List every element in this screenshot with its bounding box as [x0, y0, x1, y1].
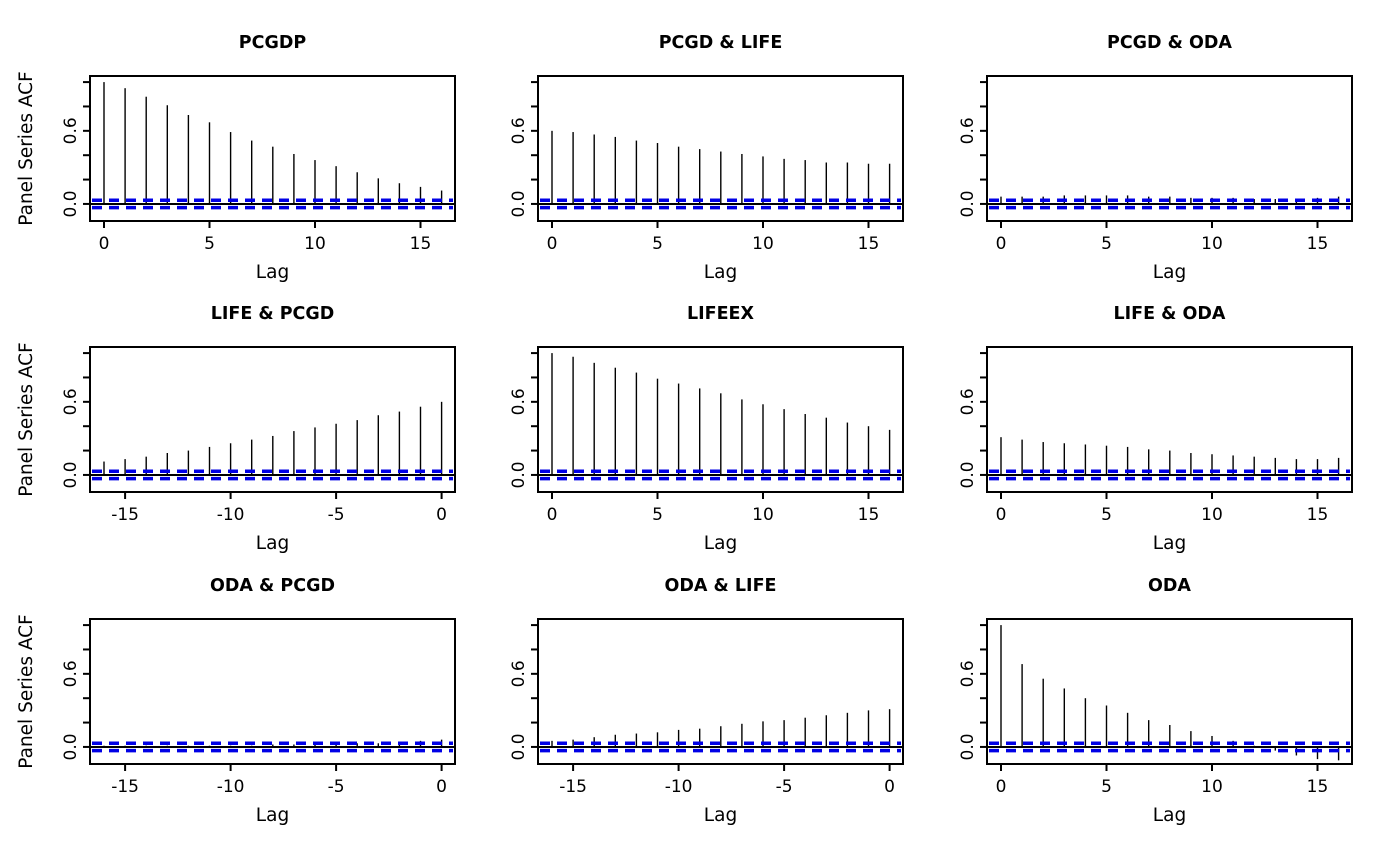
- x-tick-label: 10: [1201, 505, 1223, 525]
- x-tick-label: 0: [996, 505, 1007, 525]
- x-tick-label: 15: [1307, 777, 1329, 797]
- x-tick-label: -15: [559, 777, 587, 797]
- plot-box: [986, 618, 1353, 765]
- y-tick-label: 0.0: [61, 733, 81, 760]
- x-tick-label: -15: [111, 505, 139, 525]
- plot-box: [89, 346, 456, 493]
- panel-title: ODA: [1148, 576, 1191, 596]
- x-axis-label: Lag: [1153, 262, 1186, 283]
- plot-box: [986, 346, 1353, 493]
- x-tick-label: 10: [1201, 234, 1223, 254]
- x-tick-label: 0: [884, 777, 895, 797]
- x-tick-label: -5: [328, 505, 345, 525]
- x-tick-label: 0: [436, 505, 447, 525]
- plot-box: [89, 618, 456, 765]
- panel-title: PCGD & LIFE: [659, 33, 783, 53]
- y-tick-label: 0.0: [509, 190, 529, 217]
- x-tick-label: 10: [304, 234, 326, 254]
- y-axis-label: Panel Series ACF: [16, 71, 37, 225]
- x-tick-label: 10: [752, 505, 774, 525]
- y-tick-label: 0.0: [509, 461, 529, 488]
- x-tick-label: 5: [652, 505, 663, 525]
- plot-box: [537, 346, 904, 493]
- y-tick-label: 0.6: [509, 388, 529, 415]
- x-axis-label: Lag: [1153, 805, 1186, 826]
- panel-title: PCGD & ODA: [1107, 33, 1232, 53]
- plot-box: [89, 75, 456, 222]
- x-tick-label: 15: [858, 505, 880, 525]
- plot-box: [986, 75, 1353, 222]
- y-tick-label: 0.0: [958, 733, 978, 760]
- x-tick-label: 5: [1101, 234, 1112, 254]
- x-tick-label: -10: [665, 777, 693, 797]
- x-tick-label: 0: [436, 777, 447, 797]
- y-tick-label: 0.0: [61, 461, 81, 488]
- panel-title: ODA & PCGD: [210, 576, 335, 596]
- acf-panel-life-oda: LIFE & ODA 0.0 0.6 0 5 10 15 Lag: [958, 304, 1353, 554]
- panel-title: PCGDP: [239, 33, 307, 53]
- x-axis-label: Lag: [704, 533, 737, 554]
- x-axis-label: Lag: [704, 262, 737, 283]
- x-tick-label: 0: [547, 234, 558, 254]
- x-tick-label: 5: [1101, 505, 1112, 525]
- x-tick-label: 10: [1201, 777, 1223, 797]
- x-axis-label: Lag: [256, 533, 289, 554]
- x-tick-label: 15: [1307, 505, 1329, 525]
- x-tick-label: 5: [204, 234, 215, 254]
- panel-title: LIFEEX: [687, 304, 755, 324]
- x-axis-label: Lag: [1153, 533, 1186, 554]
- y-tick-label: 0.6: [958, 117, 978, 144]
- x-tick-label: 5: [652, 234, 663, 254]
- y-tick-label: 0.6: [509, 117, 529, 144]
- x-tick-label: 0: [996, 234, 1007, 254]
- y-tick-label: 0.6: [958, 660, 978, 687]
- acf-panel-oda-life: ODA & LIFE 0.0 0.6 -15 -10 -5 0 Lag: [509, 576, 904, 826]
- x-tick-label: 0: [99, 234, 110, 254]
- plot-box: [537, 618, 904, 765]
- panel-title: LIFE & ODA: [1114, 304, 1226, 324]
- acf-panel-pcgd-oda: PCGD & ODA 0.0 0.6 0 5 10 15 Lag: [958, 33, 1353, 283]
- acf-panel-oda-pcgd: ODA & PCGD 0.0 0.6 Panel Series ACF -15 -10 -5…: [16, 576, 456, 826]
- x-tick-label: -5: [328, 777, 345, 797]
- x-axis-label: Lag: [256, 262, 289, 283]
- x-axis-label: Lag: [256, 805, 289, 826]
- x-tick-label: 0: [547, 505, 558, 525]
- x-tick-label: -10: [217, 777, 245, 797]
- x-tick-label: 15: [410, 234, 432, 254]
- y-tick-label: 0.0: [509, 733, 529, 760]
- x-tick-label: 15: [858, 234, 880, 254]
- acf-panel-life-pcgd: LIFE & PCGD 0.0 0.6 Panel Series ACF -15 -10 -…: [16, 304, 456, 554]
- y-tick-label: 0.6: [958, 388, 978, 415]
- x-axis-label: Lag: [704, 805, 737, 826]
- panel-title: ODA & LIFE: [665, 576, 777, 596]
- y-axis-label: Panel Series ACF: [16, 342, 37, 496]
- y-tick-label: 0.6: [61, 117, 81, 144]
- y-tick-label: 0.0: [958, 190, 978, 217]
- y-tick-label: 0.0: [61, 190, 81, 217]
- y-tick-label: 0.6: [61, 660, 81, 687]
- acf-panel-pcgd-life: PCGD & LIFE 0.0 0.6 0 5 10 15 Lag: [509, 33, 904, 283]
- acf-panel-oda: ODA 0.0 0.6 0 5 10 15 Lag: [958, 576, 1353, 826]
- acf-panel-pcgdp: PCGDP 0.0 0.6 Panel Series ACF 0 5 10 15 Lag: [16, 33, 456, 283]
- x-tick-label: -15: [111, 777, 139, 797]
- y-tick-label: 0.0: [958, 461, 978, 488]
- x-tick-label: -10: [217, 505, 245, 525]
- panel-title: LIFE & PCGD: [211, 304, 335, 324]
- x-tick-label: 5: [1101, 777, 1112, 797]
- x-tick-label: 0: [996, 777, 1007, 797]
- plot-box: [537, 75, 904, 222]
- y-axis-label: Panel Series ACF: [16, 614, 37, 768]
- y-tick-label: 0.6: [509, 660, 529, 687]
- y-tick-label: 0.6: [61, 388, 81, 415]
- acf-panel-lifeex: LIFEEX 0.0 0.6 0 5 10 15 Lag: [509, 304, 904, 554]
- x-tick-label: 10: [752, 234, 774, 254]
- x-tick-label: -5: [776, 777, 793, 797]
- x-tick-label: 15: [1307, 234, 1329, 254]
